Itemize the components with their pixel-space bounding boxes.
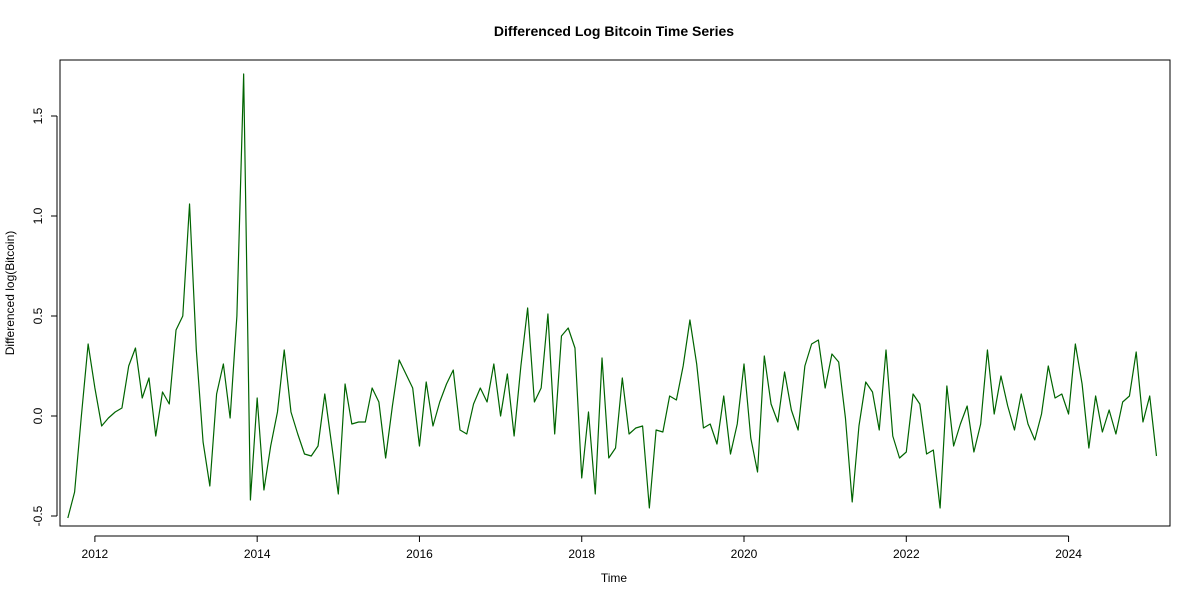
y-tick-label: 1.0	[31, 207, 45, 224]
series-layer	[67, 73, 1158, 519]
y-axis: -0.5 0.0 0.5 1.0 1.5	[31, 107, 58, 526]
plot-frame	[59, 59, 1171, 527]
x-tick-label: 2020	[731, 547, 758, 561]
x-tick-label: 2018	[568, 547, 595, 561]
x-tick-label: 2022	[893, 547, 920, 561]
y-tick-label: -0.5	[31, 505, 45, 526]
y-tick-label: 0.5	[31, 307, 45, 324]
y-tick-label: 1.5	[31, 107, 45, 124]
x-tick-label: 2024	[1055, 547, 1082, 561]
x-axis: 2012 2014 2016 2018 2020 2022 2024	[82, 535, 1082, 561]
x-tick-label: 2016	[406, 547, 433, 561]
series-line-0	[67, 73, 1158, 519]
x-tick-label: 2012	[82, 547, 109, 561]
y-tick-label: 0.0	[31, 407, 45, 424]
chart-title: Differenced Log Bitcoin Time Series	[494, 23, 734, 39]
x-axis-label: Time	[601, 571, 628, 585]
x-tick-label: 2014	[244, 547, 271, 561]
y-axis-label: Differenced log(Bitcoin)	[3, 231, 17, 356]
